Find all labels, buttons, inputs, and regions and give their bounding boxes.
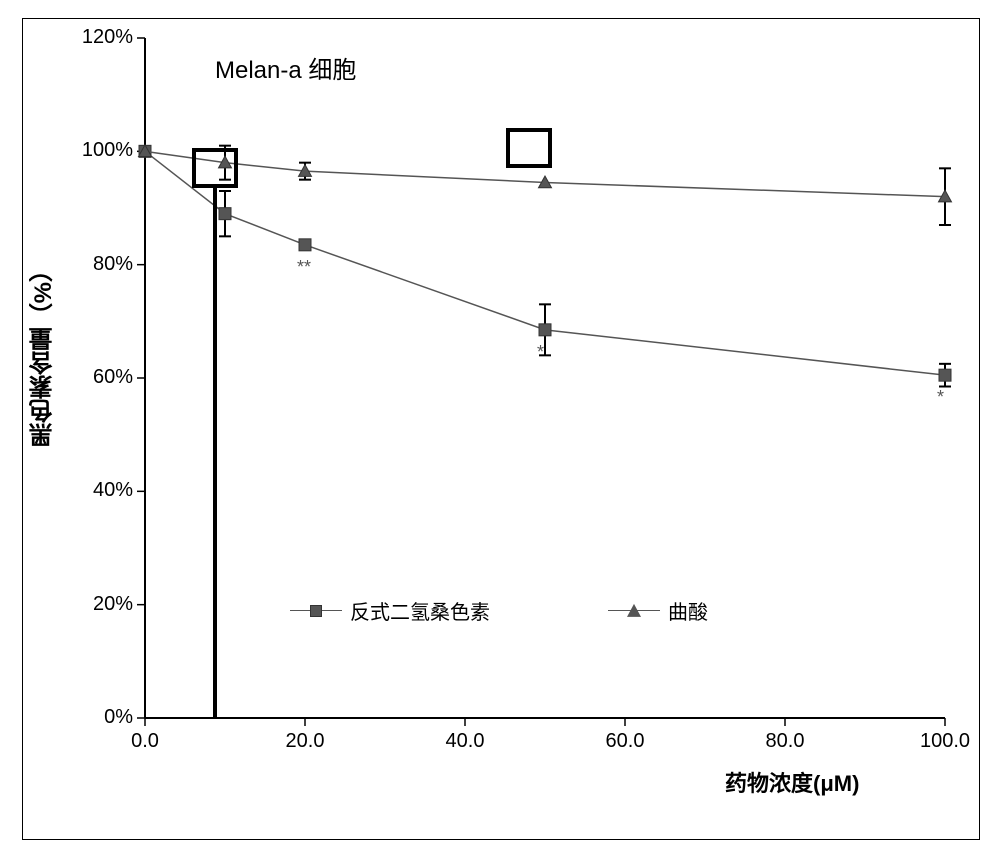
x-tick-label: 40.0 [435, 730, 495, 753]
x-tick-label: 100.0 [915, 730, 975, 753]
legend-line [290, 610, 342, 612]
annotation-vline [213, 188, 217, 718]
x-tick-label: 80.0 [755, 730, 815, 753]
y-tick-label: 60% [75, 366, 133, 389]
significance-marker: * [937, 387, 944, 408]
y-tick-label: 100% [75, 139, 133, 162]
legend-item: 反式二氢桑色素 [290, 596, 490, 625]
y-tick-label: 0% [75, 706, 133, 729]
y-tick-label: 20% [75, 593, 133, 616]
x-tick-label: 0.0 [115, 730, 175, 753]
square-marker-icon [310, 605, 322, 617]
plot-area: Melan-a 细胞 黑色素含量（%） 药物浓度(μM) [0, 0, 1000, 857]
legend-label: 曲酸 [668, 596, 708, 625]
legend-item: 曲酸 [608, 596, 708, 625]
annotation-box [506, 128, 552, 168]
x-tick-label: 60.0 [595, 730, 655, 753]
legend-line [608, 610, 660, 612]
x-tick-label: 20.0 [275, 730, 335, 753]
y-tick-label: 80% [75, 253, 133, 276]
chart-svg [0, 0, 1000, 857]
significance-marker: * [537, 342, 544, 363]
y-tick-label: 120% [75, 26, 133, 49]
legend-label: 反式二氢桑色素 [350, 596, 490, 625]
annotation-box [192, 148, 238, 188]
significance-marker: ** [297, 257, 311, 278]
y-tick-label: 40% [75, 479, 133, 502]
triangle-marker-icon [627, 603, 641, 616]
